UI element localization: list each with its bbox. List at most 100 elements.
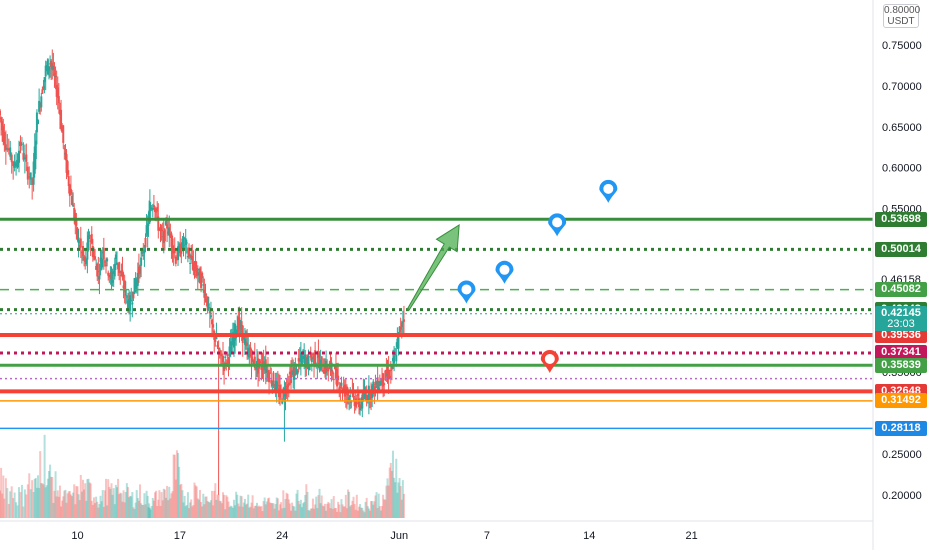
- candle-body: [396, 338, 399, 347]
- volume-bar: [108, 486, 111, 518]
- candle-body: [151, 207, 154, 211]
- volume-bar: [12, 498, 15, 518]
- volume-bar: [394, 482, 397, 518]
- volume-bar: [147, 507, 150, 518]
- volume-bar: [163, 489, 166, 518]
- volume-bar: [159, 505, 162, 518]
- volume-bar: [121, 501, 124, 518]
- volume-bar: [379, 510, 382, 518]
- candle-body: [303, 356, 306, 363]
- volume-bar: [381, 506, 384, 518]
- time-axis[interactable]: 10 17 24 Jun 7 14 21: [71, 530, 697, 542]
- volume-bar: [74, 504, 77, 518]
- candle-body: [100, 258, 103, 270]
- price-tag[interactable]: 0.37341: [875, 345, 927, 361]
- candle-body: [175, 259, 178, 261]
- volume-bar: [86, 479, 89, 518]
- map-pin-icon[interactable]: [599, 179, 618, 203]
- candle-body: [229, 341, 232, 346]
- candle-body: [83, 256, 86, 261]
- price-tag[interactable]: 0.35839: [875, 357, 927, 373]
- volume-bar: [307, 509, 310, 518]
- candle-body: [101, 251, 104, 254]
- candle-body: [9, 147, 12, 157]
- volume-bar: [19, 492, 22, 518]
- candle-body: [53, 73, 56, 75]
- map-pin-icon[interactable]: [548, 213, 567, 237]
- volume-bar: [264, 504, 267, 518]
- candle-body: [108, 276, 111, 278]
- candle-body: [201, 272, 204, 278]
- candle-body: [12, 161, 15, 167]
- volume-bar: [386, 478, 389, 518]
- candle-body: [383, 383, 386, 385]
- candle-body: [339, 386, 342, 389]
- volume-bar: [47, 471, 50, 518]
- volume-bar: [383, 499, 386, 518]
- map-pin-icon[interactable]: [495, 260, 514, 284]
- candle-body: [249, 347, 252, 357]
- volume-bar: [168, 486, 171, 518]
- volume-bar: [124, 491, 127, 518]
- candle-body: [236, 325, 239, 336]
- volume-bar: [372, 504, 375, 518]
- candle-body: [388, 375, 391, 379]
- candle-body: [67, 176, 70, 187]
- candle-body: [272, 372, 275, 386]
- volume-bar: [235, 491, 238, 518]
- candle-body: [7, 148, 10, 151]
- price-tag[interactable]: 0.50014: [875, 241, 927, 257]
- price-tag[interactable]: 0.53698: [875, 211, 927, 227]
- candle-body: [273, 388, 276, 390]
- volume-bar: [144, 504, 147, 518]
- candle-body: [89, 240, 92, 242]
- price-markers[interactable]: [457, 179, 618, 373]
- volume-bar: [140, 503, 143, 518]
- candle-body: [195, 267, 198, 276]
- volume-bar: [184, 506, 187, 518]
- candle-body: [309, 352, 312, 358]
- map-pin-icon[interactable]: [457, 280, 476, 304]
- volume-bar: [162, 488, 165, 518]
- candle-body: [118, 262, 121, 273]
- volume-bar: [194, 485, 197, 518]
- candle-body: [178, 245, 181, 251]
- volume-bar: [236, 494, 239, 518]
- trend-arrow[interactable]: [406, 223, 460, 312]
- volume-bar: [105, 478, 108, 518]
- candle-body: [143, 249, 146, 254]
- volume-bar: [172, 454, 175, 518]
- volume-bar: [308, 510, 311, 518]
- price-axis[interactable]: 0.200000.250000.350000.550000.600000.650…: [882, 40, 922, 502]
- price-tag[interactable]: 0.45082: [875, 282, 927, 298]
- candle-body: [80, 252, 83, 254]
- candle-body: [342, 385, 345, 390]
- map-pin-icon[interactable]: [540, 349, 559, 373]
- candle-body: [239, 323, 242, 327]
- arrow-shape[interactable]: [406, 223, 460, 312]
- volume-bar: [155, 490, 158, 518]
- candle-body: [271, 382, 274, 387]
- volume-bar: [123, 502, 126, 518]
- price-axis-label: 0.70000: [882, 81, 922, 93]
- price-tag[interactable]: 0.39536: [875, 327, 927, 343]
- price-tag[interactable]: 0.28118: [875, 420, 927, 436]
- price-tag[interactable]: 0.31492: [875, 393, 927, 409]
- candle-body: [163, 229, 166, 242]
- volume-bar: [339, 512, 342, 518]
- candle-body: [186, 256, 189, 258]
- candle-body: [115, 262, 118, 265]
- currency-badge[interactable]: 0.80000 USDT: [883, 4, 920, 28]
- candle-body: [378, 381, 381, 387]
- candle-body: [58, 109, 61, 115]
- volume-bar: [272, 503, 275, 518]
- candle-body: [198, 268, 201, 284]
- volume-bar: [148, 507, 151, 518]
- candle-body: [183, 238, 186, 240]
- volume-bar: [160, 492, 163, 518]
- volume-bar: [130, 496, 133, 518]
- candle-body: [98, 275, 101, 280]
- volume-bar: [83, 489, 86, 518]
- candle-body: [150, 208, 153, 210]
